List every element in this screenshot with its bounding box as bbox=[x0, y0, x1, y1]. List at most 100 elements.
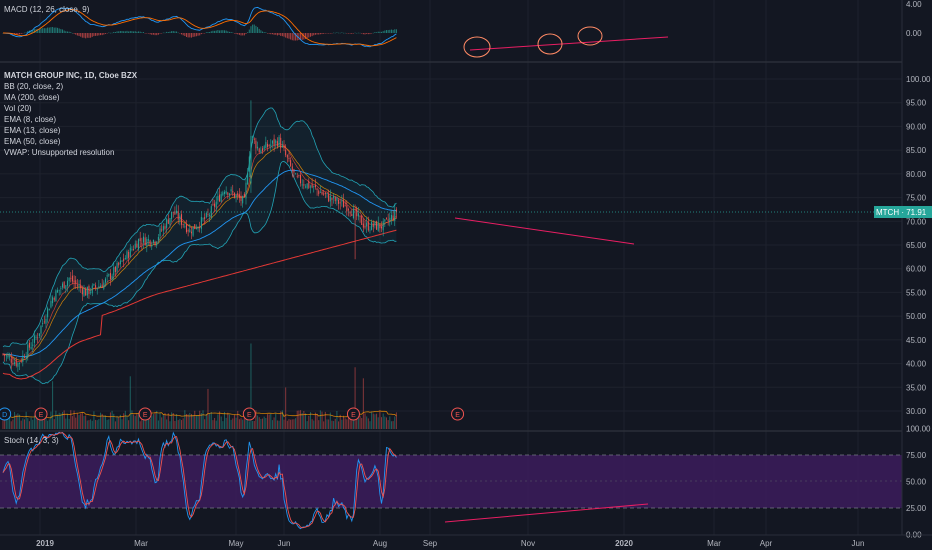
candle-body bbox=[162, 226, 164, 231]
candle-body bbox=[333, 196, 335, 199]
price-axis[interactable] bbox=[902, 0, 932, 535]
macd-histogram-bar bbox=[43, 28, 45, 33]
earnings-marker bbox=[34, 407, 48, 421]
candle-body bbox=[346, 205, 348, 212]
macd-histogram-bar bbox=[336, 32, 338, 33]
macd-histogram-bar bbox=[73, 33, 75, 34]
volume-bar bbox=[73, 410, 75, 429]
volume-bar bbox=[387, 420, 389, 429]
candle-body bbox=[167, 219, 169, 224]
volume-bar bbox=[343, 415, 345, 429]
candle-body bbox=[293, 169, 295, 173]
candle-body bbox=[114, 266, 116, 272]
macd-histogram-bar bbox=[75, 33, 77, 35]
volume-bar bbox=[151, 416, 153, 429]
macd-histogram-bar bbox=[367, 33, 369, 35]
macd-histogram-bar bbox=[172, 31, 174, 33]
annotation-circle-3[interactable] bbox=[577, 26, 603, 46]
candle-body bbox=[128, 251, 130, 258]
stoch-axis-tick: 100.00 bbox=[906, 425, 931, 434]
volume-bar bbox=[304, 413, 307, 429]
volume-bar bbox=[113, 413, 115, 429]
volume-bar bbox=[296, 410, 298, 429]
macd-histogram-bar bbox=[161, 33, 163, 34]
volume-bar bbox=[265, 418, 267, 429]
candle-body bbox=[313, 185, 315, 187]
macd-histogram-bar bbox=[281, 33, 283, 37]
macd-histogram-bar bbox=[304, 33, 307, 39]
candle-body bbox=[352, 208, 354, 219]
volume-bar bbox=[169, 421, 171, 429]
macd-histogram-bar bbox=[369, 33, 371, 35]
macd-label: MACD (12, 26, close, 9) bbox=[4, 5, 90, 14]
macd-histogram-bar bbox=[309, 33, 311, 37]
annotation-circle-1[interactable] bbox=[463, 36, 491, 58]
volume-bar bbox=[263, 416, 265, 429]
candle-body bbox=[78, 285, 80, 287]
candle-body bbox=[311, 184, 313, 188]
volume-bar bbox=[339, 414, 341, 429]
candle-body bbox=[223, 191, 226, 194]
macd-histogram-bar bbox=[136, 31, 138, 33]
candle-body bbox=[68, 277, 70, 282]
candle-body bbox=[347, 209, 349, 211]
candle-body bbox=[354, 209, 356, 211]
macd-histogram-bar bbox=[57, 27, 59, 33]
macd-histogram-bar bbox=[361, 33, 363, 34]
macd-histogram-bar bbox=[131, 31, 133, 33]
macd-histogram-bar bbox=[190, 33, 192, 38]
candle-body bbox=[376, 221, 378, 230]
candle-body bbox=[202, 218, 204, 220]
volume-bar bbox=[14, 411, 16, 429]
volume-bar bbox=[197, 415, 199, 429]
volume-bar bbox=[116, 415, 118, 429]
macd-histogram-bar bbox=[25, 32, 27, 33]
candle-body bbox=[119, 260, 121, 265]
macd-histogram-bar bbox=[123, 31, 125, 33]
volume-bar bbox=[166, 419, 168, 429]
volume-bar bbox=[300, 410, 302, 429]
macd-histogram-bar bbox=[149, 33, 151, 35]
macd-trendline[interactable] bbox=[469, 36, 669, 51]
macd-histogram-bar bbox=[179, 33, 181, 34]
macd-histogram-bar bbox=[119, 31, 121, 33]
volume-bar bbox=[90, 419, 92, 429]
candle-body bbox=[314, 184, 316, 188]
volume-bar bbox=[323, 421, 325, 429]
candle-body bbox=[369, 229, 371, 231]
stoch-axis-tick: 25.00 bbox=[906, 504, 927, 513]
candle-body bbox=[278, 136, 280, 147]
volume-bar bbox=[85, 415, 87, 429]
volume-bar bbox=[121, 419, 123, 429]
stoch-trendline[interactable] bbox=[444, 503, 649, 523]
volume-bar bbox=[385, 417, 388, 429]
macd-histogram-bar bbox=[171, 31, 173, 33]
candle-body bbox=[14, 362, 16, 365]
price-axis-tick: 80.00 bbox=[906, 170, 927, 179]
candle-body bbox=[324, 192, 326, 194]
volume-bar bbox=[384, 416, 386, 429]
volume-bar bbox=[20, 420, 22, 429]
time-axis-labels[interactable]: 2019 Mar May Jun Aug Sep Nov 2020 Mar Apr Jun bbox=[36, 539, 864, 548]
volume-bar bbox=[17, 413, 19, 429]
macd-histogram-bar bbox=[319, 33, 321, 35]
panel-dividers bbox=[0, 61, 902, 432]
volume-bar bbox=[293, 419, 295, 429]
volume-bar bbox=[182, 418, 184, 429]
macd-histogram-bar bbox=[70, 32, 72, 33]
volume-bar bbox=[371, 411, 373, 429]
macd-axis-ticks: 4.00 0.00 bbox=[906, 0, 922, 38]
price-trendline[interactable] bbox=[454, 217, 635, 245]
candle-body bbox=[169, 218, 171, 225]
candle-body bbox=[134, 243, 136, 249]
grid-lines bbox=[0, 0, 902, 535]
candle-body bbox=[7, 355, 9, 358]
volume-bar bbox=[61, 411, 64, 429]
candle-body bbox=[197, 226, 199, 229]
volume-bar bbox=[376, 413, 378, 429]
price-axis-tick: 70.00 bbox=[906, 217, 927, 226]
annotation-circle-2[interactable] bbox=[537, 33, 563, 55]
candle-body bbox=[280, 137, 282, 149]
